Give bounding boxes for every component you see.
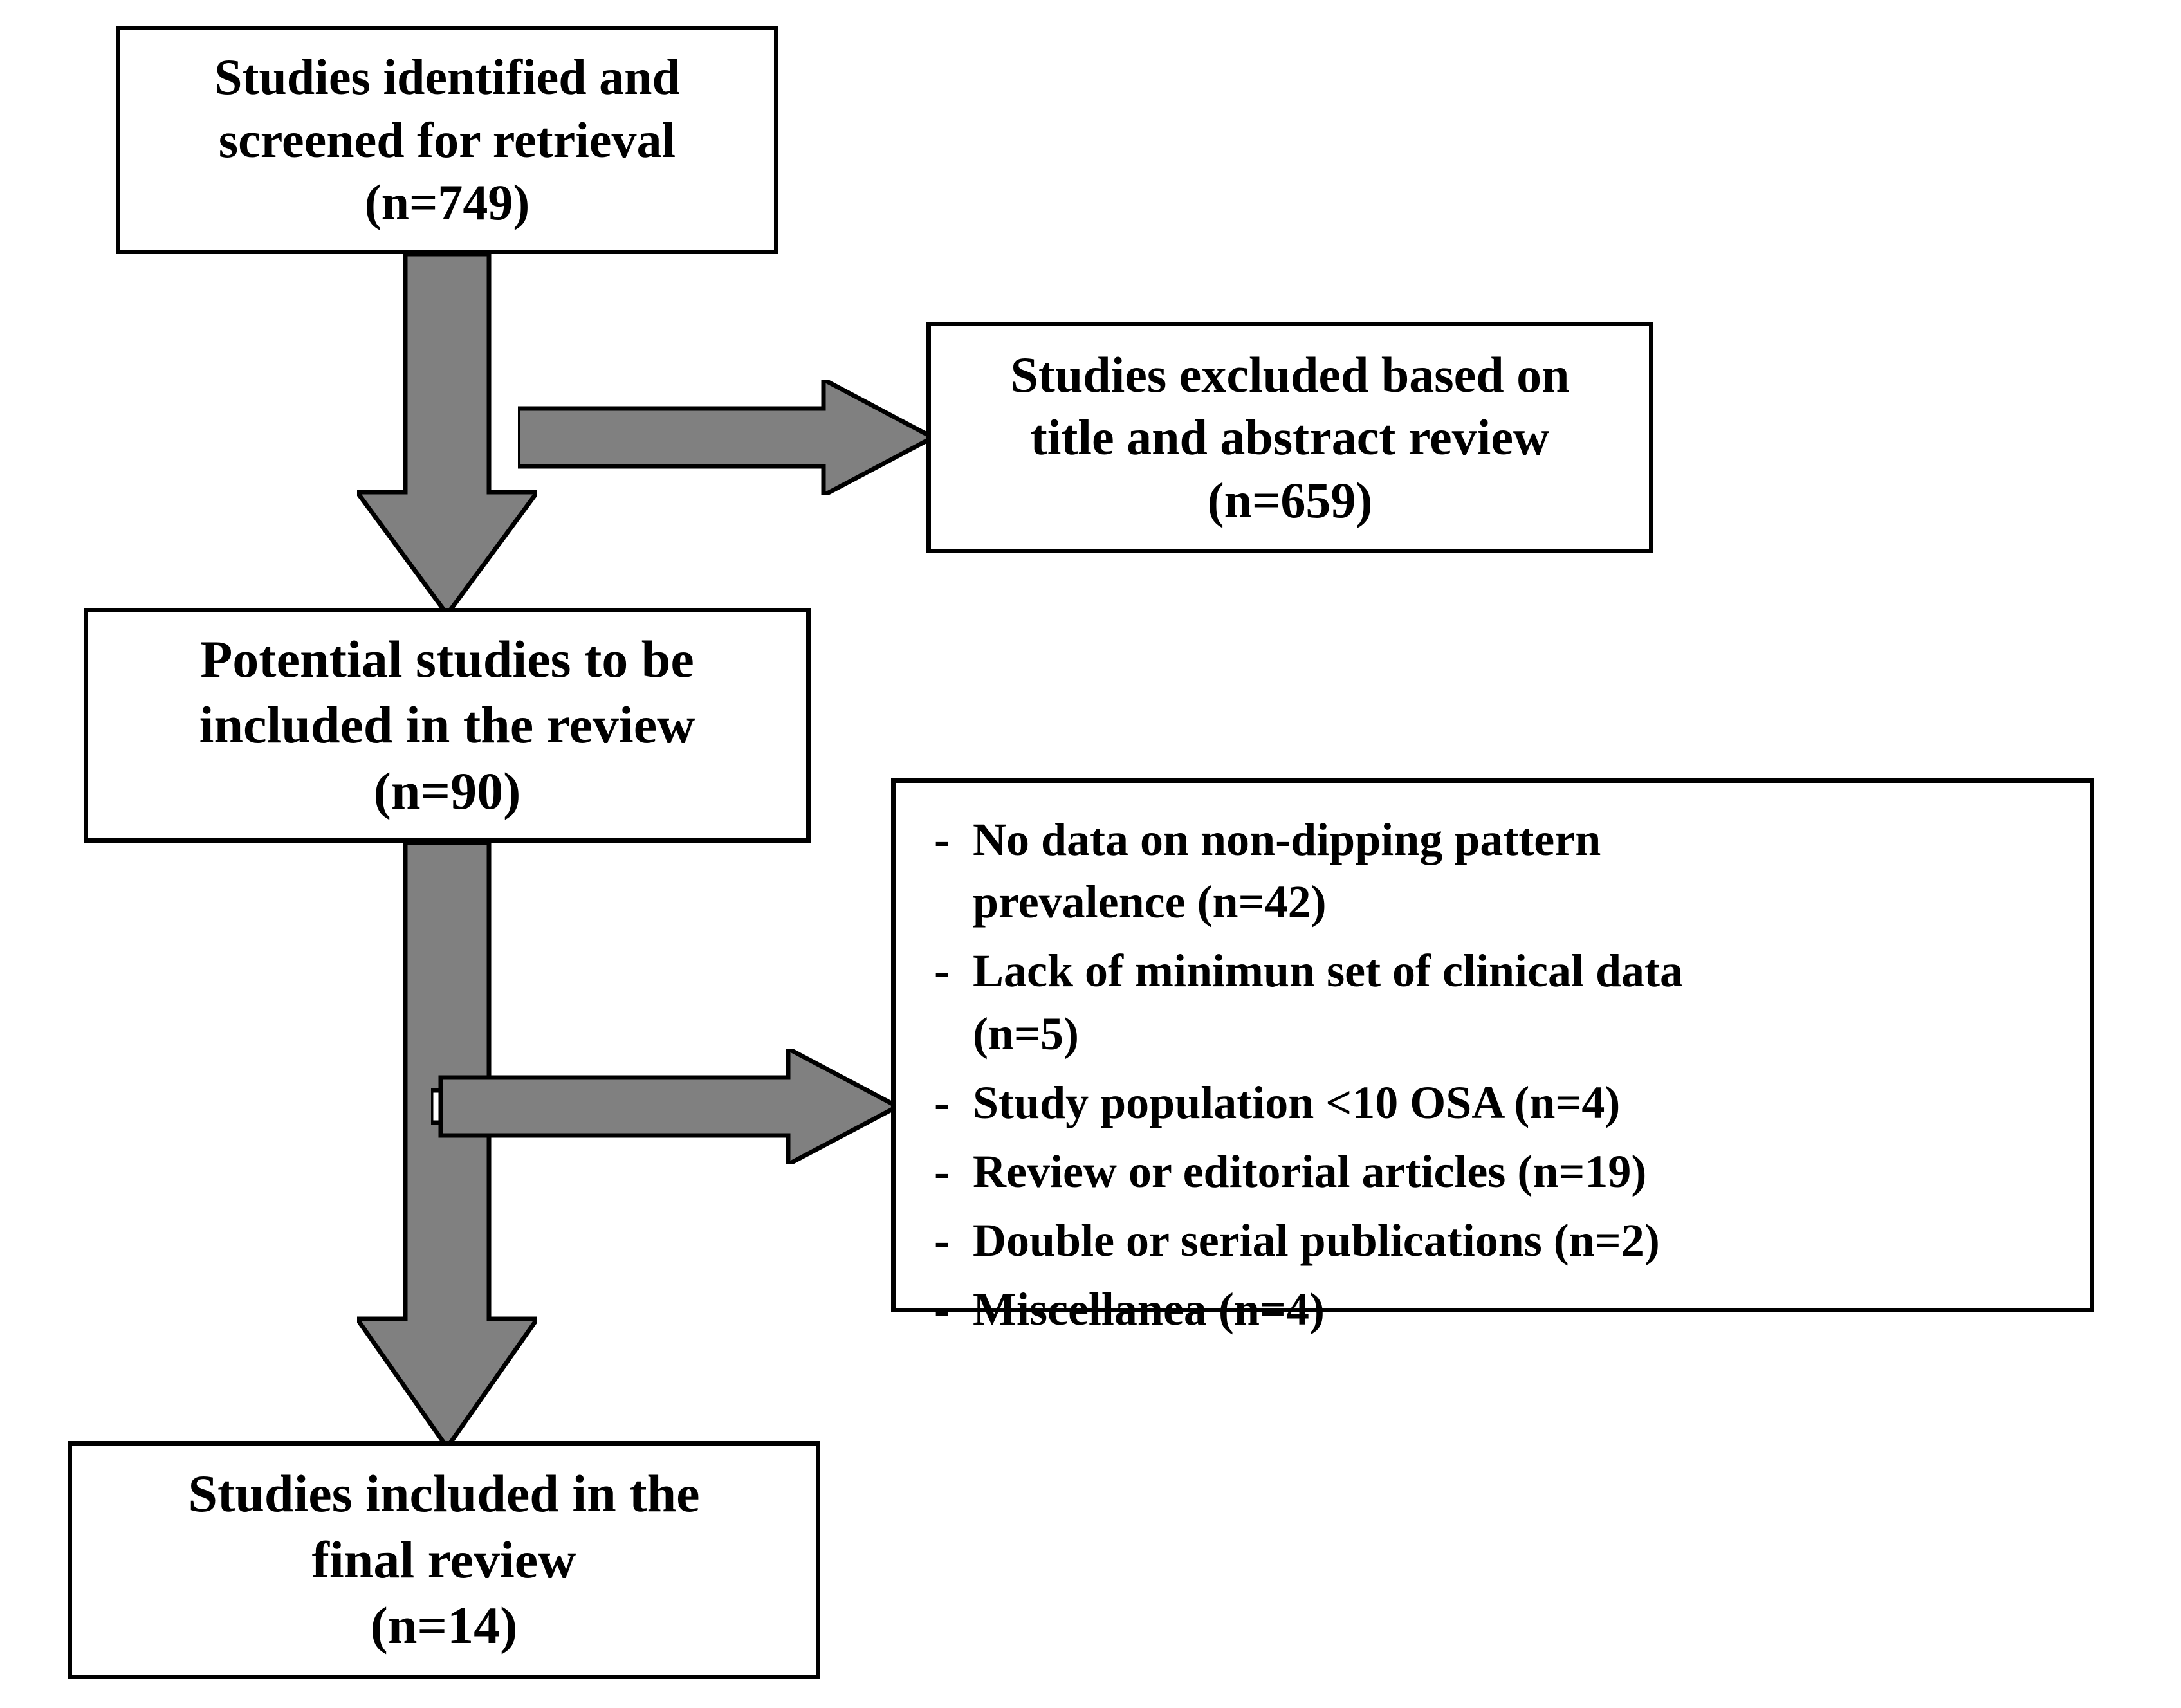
arrow-right-2 [431,1049,897,1164]
list-item: Double or serial publications (n=2) [934,1209,2051,1272]
box-exclusion-reasons: No data on non-dipping pattern prevalenc… [891,778,2094,1312]
box-final: Studies included in the final review (n=… [68,1441,820,1679]
final-line3: (n=14) [371,1593,518,1659]
exclusion-item-5: Double or serial publications (n=2) [973,1215,1660,1266]
final-line1: Studies included in the [188,1461,699,1527]
final-line2: final review [312,1527,576,1593]
exclusion-item-4: Review or editorial articles (n=19) [973,1146,1646,1197]
exclusion-item-2-line1: Lack of minimun set of clinical data [973,945,1683,996]
potential-line2: included in the review [199,692,695,758]
exclusion-item-1-line2: prevalence (n=42) [973,876,1327,928]
arrow-down-1 [357,254,537,614]
excluded-title-line1: Studies excluded based on [1010,344,1569,407]
potential-line1: Potential studies to be [200,627,694,693]
excluded-title-line3: (n=659) [1208,469,1373,532]
list-item: Review or editorial articles (n=19) [934,1141,2051,1203]
flowchart-canvas: Studies identified and screened for retr… [0,0,2181,1708]
list-item: Study population <10 OSA (n=4) [934,1072,2051,1134]
arrow-right-1 [518,380,933,495]
exclusion-item-6: Miscellanea (n=4) [973,1283,1325,1335]
exclusion-item-3: Study population <10 OSA (n=4) [973,1077,1620,1128]
box-identified: Studies identified and screened for retr… [116,26,778,254]
list-item: No data on non-dipping pattern prevalenc… [934,809,2051,933]
potential-line3: (n=90) [374,758,521,825]
list-item: Miscellanea (n=4) [934,1278,2051,1341]
box-excluded-title-abstract: Studies excluded based on title and abst… [926,322,1653,553]
identified-line3: (n=749) [365,171,530,234]
list-item: Lack of minimun set of clinical data (n=… [934,940,2051,1065]
excluded-title-line2: title and abstract review [1031,406,1550,469]
exclusion-item-1-line1: No data on non-dipping pattern [973,814,1601,865]
identified-line1: Studies identified and [214,46,680,109]
identified-line2: screened for retrieval [219,109,676,172]
exclusion-item-2-line2: (n=5) [973,1008,1079,1060]
box-potential: Potential studies to be included in the … [84,608,811,843]
exclusion-reasons-list: No data on non-dipping pattern prevalenc… [934,809,2051,1341]
